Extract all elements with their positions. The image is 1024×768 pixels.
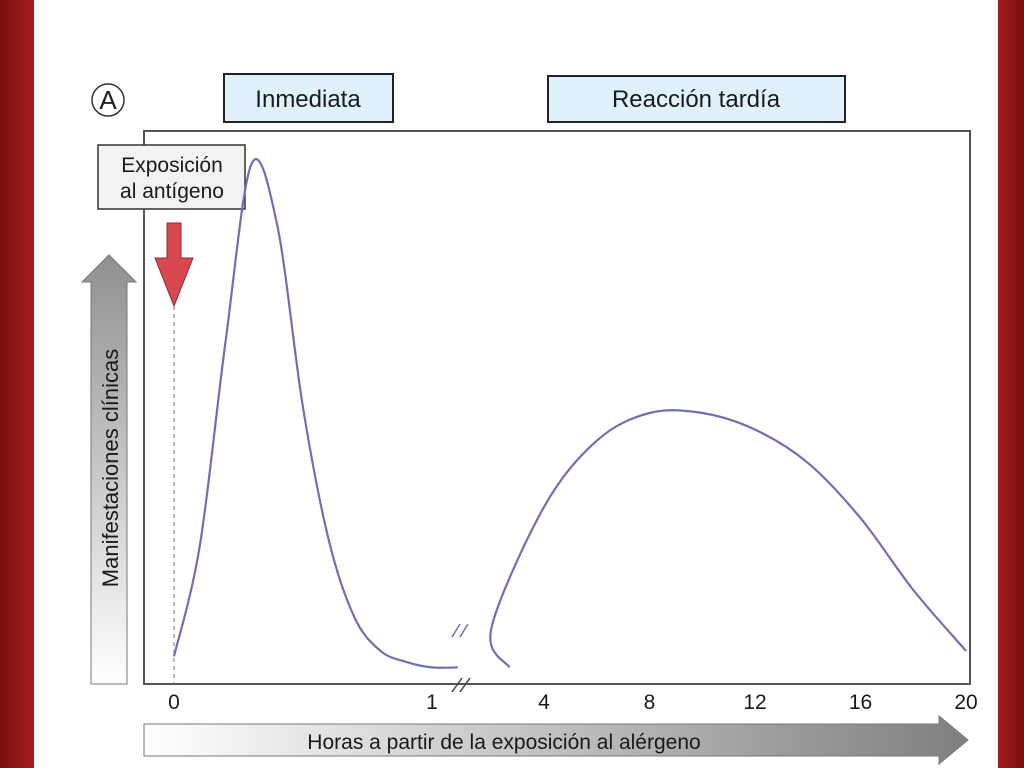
y-axis-arrow: Manifestaciones clínicas bbox=[80, 254, 138, 685]
exposure-label-line1: Exposición bbox=[121, 154, 223, 177]
phase-label-late: Reacción tardía bbox=[612, 86, 781, 113]
axis-break-marks bbox=[451, 677, 471, 693]
x-axis-label: Horas a partir de la exposición al alérg… bbox=[307, 731, 700, 754]
x-axis-arrow: Horas a partir de la exposición al alérg… bbox=[143, 714, 969, 766]
x-tick-label: 12 bbox=[743, 691, 766, 714]
phase-box-immediate: Inmediata bbox=[223, 73, 394, 123]
slide-border-left bbox=[0, 0, 34, 768]
phase-box-late: Reacción tardía bbox=[547, 75, 846, 123]
exposure-arrow-icon bbox=[154, 222, 194, 308]
slide-page: A Inmediata Reacción tardía Exposición a… bbox=[34, 0, 998, 768]
x-tick-label: 8 bbox=[644, 691, 656, 714]
series-immediate-curve bbox=[172, 158, 458, 669]
y-axis-label: Manifestaciones clínicas bbox=[98, 349, 123, 587]
x-tick-label: 4 bbox=[538, 691, 550, 714]
x-tick-labels: 0 1 4 8 12 16 20 bbox=[168, 691, 978, 714]
panel-label: A bbox=[91, 83, 125, 117]
x-tick-label: 16 bbox=[849, 691, 872, 714]
panel-letter: A bbox=[99, 85, 117, 115]
series-late-curve bbox=[489, 409, 967, 669]
x-tick-label: 0 bbox=[168, 691, 180, 714]
exposure-label-line2: al antígeno bbox=[120, 180, 224, 203]
x-tick-label: 1 bbox=[426, 691, 438, 714]
x-tick-label: 20 bbox=[954, 691, 977, 714]
plot-frame bbox=[143, 130, 971, 685]
allergy-reaction-chart: A Inmediata Reacción tardía Exposición a… bbox=[80, 73, 978, 766]
phase-label-immediate: Inmediata bbox=[255, 86, 361, 113]
curve-break-marks bbox=[451, 623, 469, 638]
slide-border-right bbox=[998, 0, 1024, 768]
exposure-label-box: Exposición al antígeno bbox=[97, 144, 246, 210]
